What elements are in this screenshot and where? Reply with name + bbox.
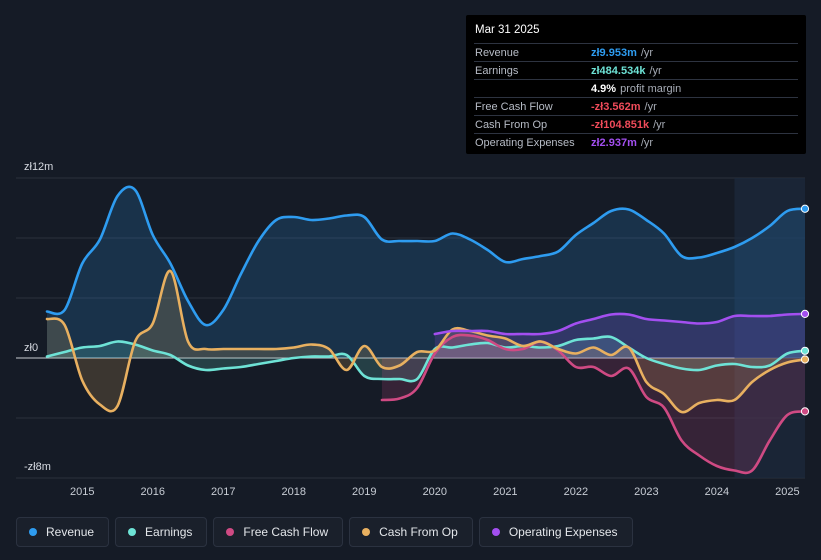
chart-canvas: zł12m zł0 -zł8m 2015 2016 2017 2018 2019 2020 202…: [16, 161, 810, 498]
tooltip-row-revenue: Revenue zł9.953m /yr: [474, 43, 798, 61]
revenue-end-point: [800, 204, 810, 213]
tooltip-value: 4.9%: [591, 82, 617, 95]
x-tick-label: 2024: [705, 486, 729, 498]
legend-item-revenue[interactable]: Revenue: [16, 517, 110, 547]
legend-item-cash-from-op[interactable]: Cash From Op: [349, 517, 473, 547]
tooltip-label: Free Cash Flow: [475, 100, 553, 113]
series-lines: [45, 185, 807, 475]
legend-label: Cash From Op: [379, 525, 458, 539]
tooltip-label: Revenue: [475, 46, 520, 59]
tooltip-unit: /yr: [640, 136, 654, 149]
legend-dot-icon: [491, 528, 500, 536]
x-tick-label: 2019: [352, 486, 376, 498]
tooltip-row-cash-from-op: Cash From Op -zł104.851k /yr: [474, 115, 798, 133]
x-tick-label: 2021: [493, 486, 517, 498]
tooltip-label: Cash From Op: [475, 118, 548, 131]
x-tick-label: 2018: [282, 486, 306, 498]
tooltip-unit: profit margin: [620, 82, 682, 95]
earnings-area: [47, 336, 805, 382]
tooltip-row-operating-expenses: Operating Expenses zł2.937m /yr: [474, 133, 798, 151]
legend-item-earnings[interactable]: Earnings: [115, 517, 208, 547]
legend-label: Free Cash Flow: [243, 525, 329, 539]
free-cash-flow-line: [380, 333, 807, 475]
tooltip-value: -zł3.562m: [591, 100, 641, 113]
earnings-line: [45, 335, 807, 383]
y-tick-label: -zł8m: [24, 461, 51, 473]
x-tick-label: 2025: [775, 486, 799, 498]
tooltip-label: Operating Expenses: [475, 136, 575, 149]
operating-expenses-line: [433, 312, 807, 336]
legend-label: Operating Expenses: [508, 525, 618, 539]
cash-from-op-end-point: [800, 355, 810, 364]
chart-legend: Revenue Earnings Free Cash Flow Cash Fro…: [16, 517, 633, 547]
tooltip-value: zł484.534k: [591, 64, 646, 77]
tooltip-date: Mar 31 2025: [475, 24, 540, 36]
x-tick-label: 2022: [564, 486, 588, 498]
x-tick-label: 2017: [211, 486, 235, 498]
cash-from-op-area: [47, 270, 805, 413]
highlight-band: [734, 178, 805, 478]
legend-item-operating-expenses[interactable]: Operating Expenses: [478, 517, 633, 547]
tooltip-unit: /yr: [653, 118, 666, 131]
tooltip-value: -zł104.851k: [591, 118, 650, 131]
x-tick-label: 2023: [634, 486, 658, 498]
tooltip-unit: /yr: [649, 64, 662, 77]
legend-dot-icon: [362, 528, 371, 536]
axis-labels: zł12m zł0 -zł8m 2015 2016 2017 2018 2019 2020 202…: [24, 161, 800, 498]
x-tick-label: 2020: [423, 486, 447, 498]
tooltip-unit: /yr: [640, 46, 654, 59]
tooltip-label: Earnings: [475, 64, 519, 77]
y-tick-label: zł0: [24, 342, 38, 354]
earnings-end-point: [800, 346, 810, 355]
forecast-highlight-band: [734, 178, 805, 478]
tooltip-row-free-cash-flow: Free Cash Flow -zł3.562m /yr: [474, 97, 798, 115]
legend-label: Revenue: [46, 525, 95, 539]
legend-item-free-cash-flow[interactable]: Free Cash Flow: [213, 517, 344, 547]
legend-dot-icon: [226, 528, 235, 536]
data-tooltip: Mar 31 2025 Revenue zł9.953m /yr Earning…: [466, 15, 806, 154]
x-tick-label: 2016: [141, 486, 165, 498]
series-areas: [47, 186, 805, 473]
operating-expenses-end-point: [800, 309, 810, 318]
revenue-line: [45, 185, 807, 327]
y-tick-label: zł12m: [24, 161, 53, 173]
legend-dot-icon: [128, 528, 137, 536]
tooltip-value: zł2.937m: [591, 136, 637, 149]
series-end-markers: [800, 204, 810, 416]
x-tick-label: 2015: [70, 486, 94, 498]
tooltip-row-earnings: Earnings zł484.534k /yr: [474, 61, 798, 79]
legend-dot-icon: [29, 528, 37, 536]
tooltip-value: zł9.953m: [591, 46, 637, 59]
tooltip-unit: /yr: [644, 100, 657, 113]
free-cash-flow-end-point: [800, 407, 810, 416]
cash-from-op-line: [45, 269, 807, 414]
tooltip-row-profit-margin: 4.9% profit margin: [474, 79, 798, 97]
legend-label: Earnings: [145, 525, 193, 539]
